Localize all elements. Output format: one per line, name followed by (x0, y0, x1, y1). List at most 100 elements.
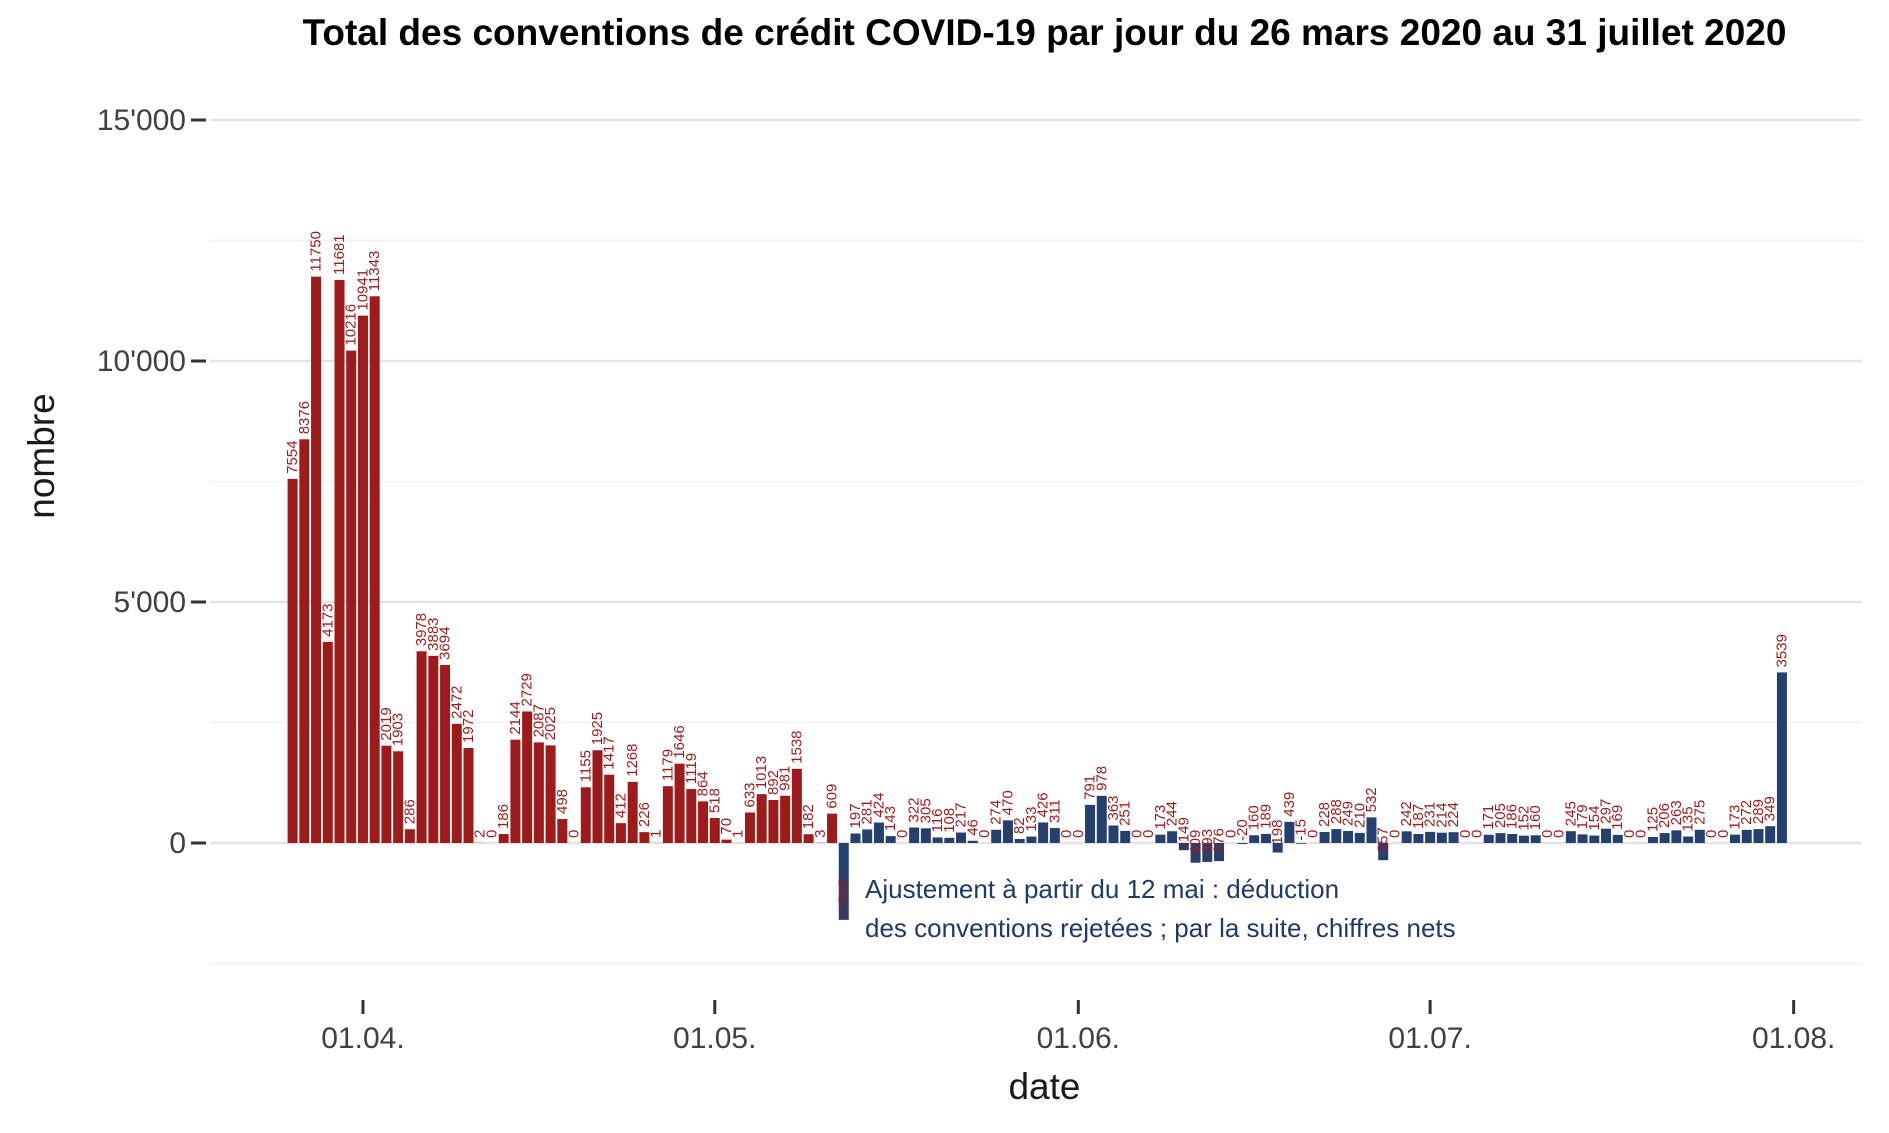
bar (803, 834, 814, 843)
bar (1237, 843, 1248, 844)
bar (463, 747, 474, 843)
bar-value-label: 297 (1598, 799, 1615, 824)
bar-value-label: 2019 (378, 707, 395, 740)
bar-value-label: 289 (1750, 799, 1767, 824)
annotation: Ajustement à partir du 12 mai : déductio… (865, 870, 1456, 948)
bar (580, 787, 591, 843)
bar-value-label: 281 (859, 799, 876, 824)
bar-value-label: 1119 (683, 753, 700, 784)
bar (533, 742, 544, 843)
bar-value-label: 0 (1128, 830, 1145, 838)
bar (592, 750, 603, 843)
bar (791, 768, 802, 843)
bar-value-label: 439 (1281, 792, 1298, 817)
bar-value-label: 108 (941, 808, 958, 833)
bar (1202, 843, 1213, 862)
bar (850, 833, 861, 843)
bar-value-label: 4173 (319, 603, 336, 636)
bar-value-label: -409 (1187, 830, 1204, 860)
bar-value-label: 0 (1058, 830, 1075, 838)
bar-value-label: 0 (894, 830, 911, 838)
bar (1577, 834, 1588, 843)
bar-value-label: 311 (1046, 799, 1063, 823)
bar-value-label: 0 (1222, 830, 1239, 838)
bar (1026, 836, 1037, 843)
bar-value-label: 205 (1492, 803, 1509, 828)
bar-value-label: 11681 (331, 234, 348, 275)
bar (404, 829, 415, 843)
bar-value-label: 3883 (425, 617, 442, 650)
bar (909, 827, 920, 843)
bar-value-label: 3694 (437, 627, 454, 660)
bar (381, 745, 392, 843)
bar (1659, 833, 1670, 843)
bar (440, 664, 451, 843)
chart-title: Total des conventions de crédit COVID-19… (302, 12, 1787, 53)
bar (299, 439, 310, 843)
bar (686, 789, 697, 843)
bar-value-label: 0 (1386, 830, 1403, 838)
bar-value-label: 0 (1703, 830, 1720, 838)
bar-value-label: 2 (472, 830, 489, 838)
bar (1565, 831, 1576, 843)
bar (1612, 834, 1623, 843)
bar-value-label: 210 (1351, 803, 1368, 828)
bar (1096, 795, 1107, 843)
bar (1014, 839, 1025, 843)
bar (1178, 843, 1189, 851)
bar-value-label: 186 (495, 804, 512, 829)
bar (1647, 836, 1658, 843)
bar (744, 812, 755, 843)
bar (1249, 835, 1260, 843)
bar (287, 478, 298, 843)
bar-value-label: 160 (1246, 805, 1263, 830)
bar (1683, 836, 1694, 843)
bar-value-label: 322 (906, 797, 923, 822)
bar-value-label: 263 (1668, 800, 1685, 825)
x-axis-tick-label: 01.08. (1752, 1022, 1835, 1055)
bar (1495, 833, 1506, 843)
bar-value-label: 182 (800, 804, 817, 829)
bar-value-label: 251 (1117, 801, 1134, 826)
bar-value-label: 518 (706, 788, 723, 813)
bar-value-label: 892 (765, 770, 782, 795)
bar-value-label: 217 (953, 803, 970, 828)
y-axis-tick-label: 15'000 (97, 104, 186, 137)
bar-value-label: 10216 (343, 304, 360, 346)
bar (827, 813, 838, 843)
x-axis-tick-label: 01.06. (1037, 1022, 1120, 1055)
bar-value-label: 226 (636, 802, 653, 827)
y-axis-tick-label: 10'000 (97, 345, 186, 378)
bar-value-label: 224 (1445, 802, 1462, 827)
bar (932, 837, 943, 843)
bar-value-label: 1268 (624, 744, 641, 777)
bar (639, 832, 650, 843)
bar (920, 828, 931, 843)
bar-value-label: 424 (870, 793, 887, 818)
bar (967, 840, 978, 843)
bar-value-label: 1925 (589, 712, 606, 745)
bar-value-label: 305 (917, 798, 934, 823)
x-axis-tick-label: 01.07. (1388, 1022, 1471, 1055)
bar-value-label: 173 (1152, 805, 1169, 830)
bar (674, 763, 685, 843)
bar (662, 786, 673, 843)
bar (838, 843, 849, 920)
bar-value-label: 214 (1433, 803, 1450, 828)
bar-value-label: 197 (847, 803, 864, 828)
bar (1366, 817, 1377, 843)
bar-value-label: 133 (1023, 807, 1040, 832)
bar-value-label: -376 (1211, 828, 1228, 858)
bar-value-label: 1155 (577, 750, 594, 782)
bar-value-label: 1 (730, 830, 747, 838)
bar-value-label: -149 (1175, 817, 1192, 847)
bar (709, 818, 720, 843)
bar-value-label: 231 (1422, 802, 1439, 827)
bar (311, 276, 322, 843)
y-axis-tick-label: 0 (169, 827, 186, 860)
bar-value-label: 1646 (671, 725, 688, 758)
annotation-line-1: Ajustement à partir du 12 mai : déductio… (865, 874, 1340, 904)
bar-value-label: 2144 (507, 701, 524, 734)
bar (1413, 833, 1424, 843)
bar-value-label: 1 (648, 830, 665, 838)
